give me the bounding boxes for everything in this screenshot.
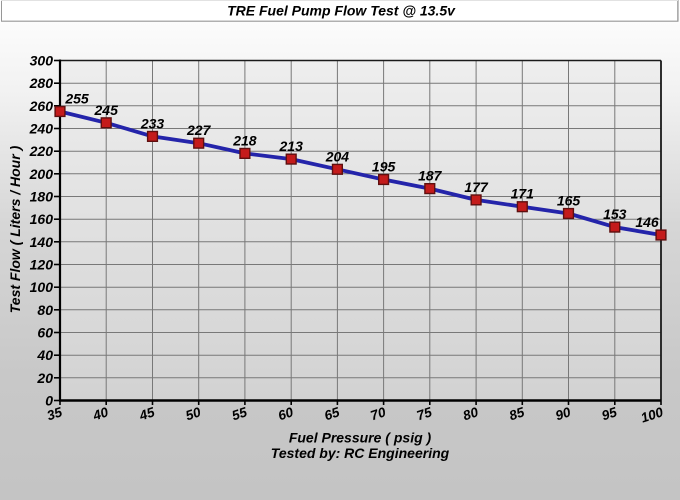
svg-text:171: 171: [511, 186, 535, 202]
svg-text:75: 75: [415, 404, 434, 423]
svg-text:85: 85: [507, 404, 526, 423]
svg-text:280: 280: [29, 75, 54, 91]
svg-text:Test Flow ( Liters / Hour ): Test Flow ( Liters / Hour ): [7, 145, 23, 313]
svg-text:140: 140: [30, 234, 54, 250]
svg-text:227: 227: [186, 122, 212, 138]
svg-text:200: 200: [29, 166, 54, 182]
svg-text:TRE Fuel Pump Flow Test @ 13.5: TRE Fuel Pump Flow Test @ 13.5v: [227, 3, 456, 19]
svg-text:195: 195: [372, 159, 396, 175]
svg-text:45: 45: [137, 404, 157, 423]
svg-text:204: 204: [325, 148, 350, 164]
svg-text:95: 95: [600, 404, 619, 423]
svg-text:60: 60: [276, 404, 295, 423]
svg-text:Tested by: RC Engineering: Tested by: RC Engineering: [271, 445, 450, 461]
svg-text:80: 80: [461, 404, 480, 423]
svg-text:177: 177: [464, 179, 489, 195]
svg-text:240: 240: [29, 121, 54, 137]
svg-text:20: 20: [36, 370, 53, 386]
svg-text:153: 153: [603, 206, 627, 222]
svg-text:40: 40: [90, 404, 110, 423]
svg-text:245: 245: [94, 102, 119, 118]
svg-text:Fuel Pressure ( psig ): Fuel Pressure ( psig ): [289, 430, 432, 446]
svg-text:233: 233: [140, 115, 165, 131]
svg-text:55: 55: [230, 404, 249, 423]
svg-text:213: 213: [279, 138, 304, 154]
svg-text:187: 187: [418, 168, 443, 184]
svg-text:160: 160: [30, 211, 54, 227]
svg-text:0: 0: [45, 393, 53, 409]
svg-text:146: 146: [635, 214, 659, 230]
svg-text:180: 180: [30, 189, 54, 205]
svg-text:70: 70: [369, 404, 388, 423]
svg-text:100: 100: [30, 279, 54, 295]
svg-text:255: 255: [64, 91, 89, 107]
svg-text:80: 80: [37, 302, 53, 318]
svg-text:50: 50: [184, 404, 203, 423]
svg-text:60: 60: [37, 325, 53, 341]
svg-text:220: 220: [29, 143, 54, 159]
svg-text:40: 40: [36, 347, 53, 363]
svg-text:120: 120: [30, 257, 54, 273]
svg-text:165: 165: [557, 193, 581, 209]
svg-text:300: 300: [30, 53, 54, 69]
svg-text:218: 218: [232, 132, 257, 148]
svg-text:90: 90: [553, 404, 572, 423]
svg-text:65: 65: [322, 404, 341, 423]
svg-text:35: 35: [45, 404, 64, 423]
svg-text:100: 100: [639, 404, 666, 425]
svg-text:260: 260: [29, 98, 54, 114]
